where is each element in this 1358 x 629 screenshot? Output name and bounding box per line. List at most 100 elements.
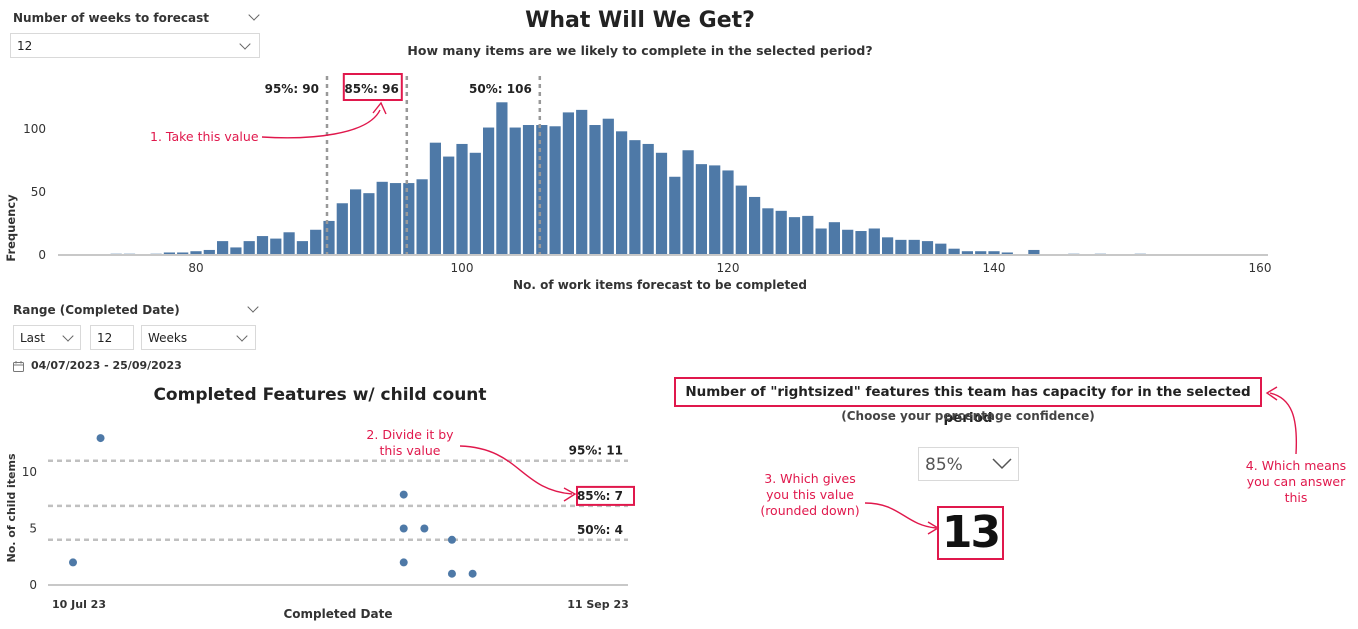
histogram-bar [217,241,229,255]
histogram-bar [243,241,255,255]
scatter-point [69,558,77,567]
histogram-bar [629,140,641,255]
forecast-subtitle: How many items are we likely to complete… [407,43,873,58]
histogram-bar [935,243,947,255]
histogram-bar [695,164,707,255]
histogram-x-tick-label: 100 [451,261,474,275]
histogram-bar [230,247,242,255]
histogram-bar [602,118,614,255]
annotation-take-value: 1. Take this value [150,129,259,144]
histogram-bar [350,189,362,255]
histogram-bar [177,252,189,255]
histogram-x-tick-label: 160 [1249,261,1272,275]
histogram-bar [403,183,415,255]
range-filter-menu-icon[interactable] [247,301,259,313]
scatter-point [399,558,408,567]
histogram-y-tick-label: 100 [23,122,46,136]
histogram-bar [376,181,388,255]
range-count-input[interactable]: 12 [90,325,134,350]
histogram-bar [1028,249,1040,255]
scatter-y-tick-label: 5 [29,522,37,536]
histogram-bar [163,252,175,255]
histogram-ref-label: 95%: 90 [265,82,319,96]
weeks-select[interactable]: 12 [10,33,260,58]
range-mode-select[interactable]: Last [13,325,81,350]
histogram-bar [190,251,202,255]
histogram-bar [429,142,441,255]
histogram-bar [310,229,322,255]
histogram-bar [469,152,481,255]
scatter-y-axis-label: No. of child items [5,453,18,562]
histogram-bar [882,237,894,255]
range-dates: 04/07/2023 - 25/09/2023 [31,359,182,372]
histogram-bar [203,249,215,255]
histogram-bar [389,183,402,255]
histogram-bar [895,239,907,255]
range-unit-value: Weeks [148,331,188,345]
scatter-point [468,569,477,578]
histogram-bar [775,210,787,255]
range-count-value: 12 [97,331,113,345]
histogram-bar [735,185,747,255]
histogram-bar [256,236,269,255]
histogram-bar [975,251,987,255]
histogram-ref-label: 50%: 106 [469,82,532,96]
histogram-bar [416,179,428,255]
histogram-x-tick-label: 80 [188,261,203,275]
histogram-bar [589,125,601,255]
confidence-select[interactable]: 85% [918,447,1019,481]
histogram-bar [483,127,495,255]
histogram-bar [762,208,774,255]
histogram-bar [536,125,548,255]
histogram-bar [709,165,721,255]
chevron-down-icon [62,330,74,342]
range-unit-select[interactable]: Weeks [141,325,256,350]
annotation-arrow-1 [261,101,387,139]
histogram-x-tick-label: 140 [983,261,1006,275]
scatter-x-axis-label: Completed Date [284,607,393,621]
confidence-value: 85% [925,455,963,475]
histogram-bar [988,251,1000,255]
annotation-divide-value: 2. Divide it by this value [366,427,454,458]
histogram-bar [549,126,561,255]
capacity-subheading: (Choose your percentage confidence) [841,409,1095,423]
histogram-bar [336,203,348,255]
annotation-arrow-3 [864,502,940,535]
annotation-arrow-2 [459,445,577,502]
range-mode-value: Last [20,331,45,345]
histogram-bar [496,102,508,255]
histogram-bar [562,112,574,255]
chevron-down-icon [236,330,248,342]
histogram-bar [270,238,282,255]
histogram-bar [363,193,375,255]
scatter-point [447,535,456,544]
annotation-which-gives: 3. Which gives you this value (rounded d… [760,471,860,518]
annotation-arrow-4 [1265,386,1298,455]
histogram-bar [788,217,801,255]
scatter-ref-label: 95%: 11 [569,444,623,458]
histogram-bar [815,228,827,255]
histogram-bar [443,156,455,255]
histogram-bar [616,131,628,255]
histogram-y-axis-label: Frequency [4,194,18,262]
capacity-heading: Number of "rightsized" features this tea… [674,377,1262,426]
histogram-bar [802,215,814,255]
forecast-title: What Will We Get? [525,8,755,33]
scatter-point [399,490,408,499]
forecast-histogram: 95%: 90 85%: 96 50%: 106 80 100 120 140 160 0 50… [4,73,1272,292]
histogram-x-tick-label: 120 [717,261,740,275]
weeks-filter-menu-icon[interactable] [248,9,260,21]
histogram-bar [655,152,668,255]
histogram-bar [842,229,854,255]
chevron-down-icon [239,38,251,50]
scatter-ref-label: 85%: 7 [577,489,623,503]
highlight-box-85 [342,73,403,101]
range-filter-label: Range (Completed Date) [13,303,180,317]
histogram-bar [855,231,867,255]
weeks-filter-label: Number of weeks to forecast [13,11,209,25]
scatter-x-start-label: 10 Jul 23 [52,598,106,611]
weeks-select-value: 12 [17,39,33,53]
histogram-bar [323,220,335,255]
scatter-point [420,524,429,533]
highlight-box-85 [576,485,635,506]
